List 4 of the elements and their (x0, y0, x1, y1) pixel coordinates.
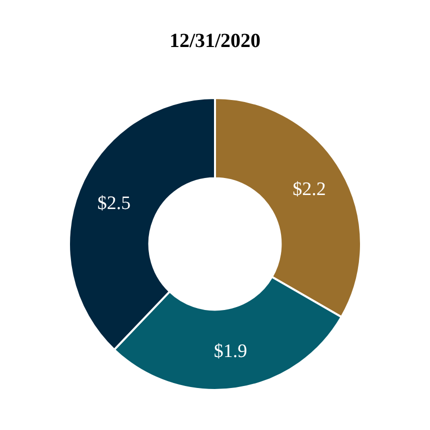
data-label: $2.2 (292, 179, 326, 200)
chart-title: 12/31/2020 (169, 30, 261, 52)
data-label: $2.5 (97, 193, 131, 214)
data-label: $1.9 (214, 341, 248, 362)
